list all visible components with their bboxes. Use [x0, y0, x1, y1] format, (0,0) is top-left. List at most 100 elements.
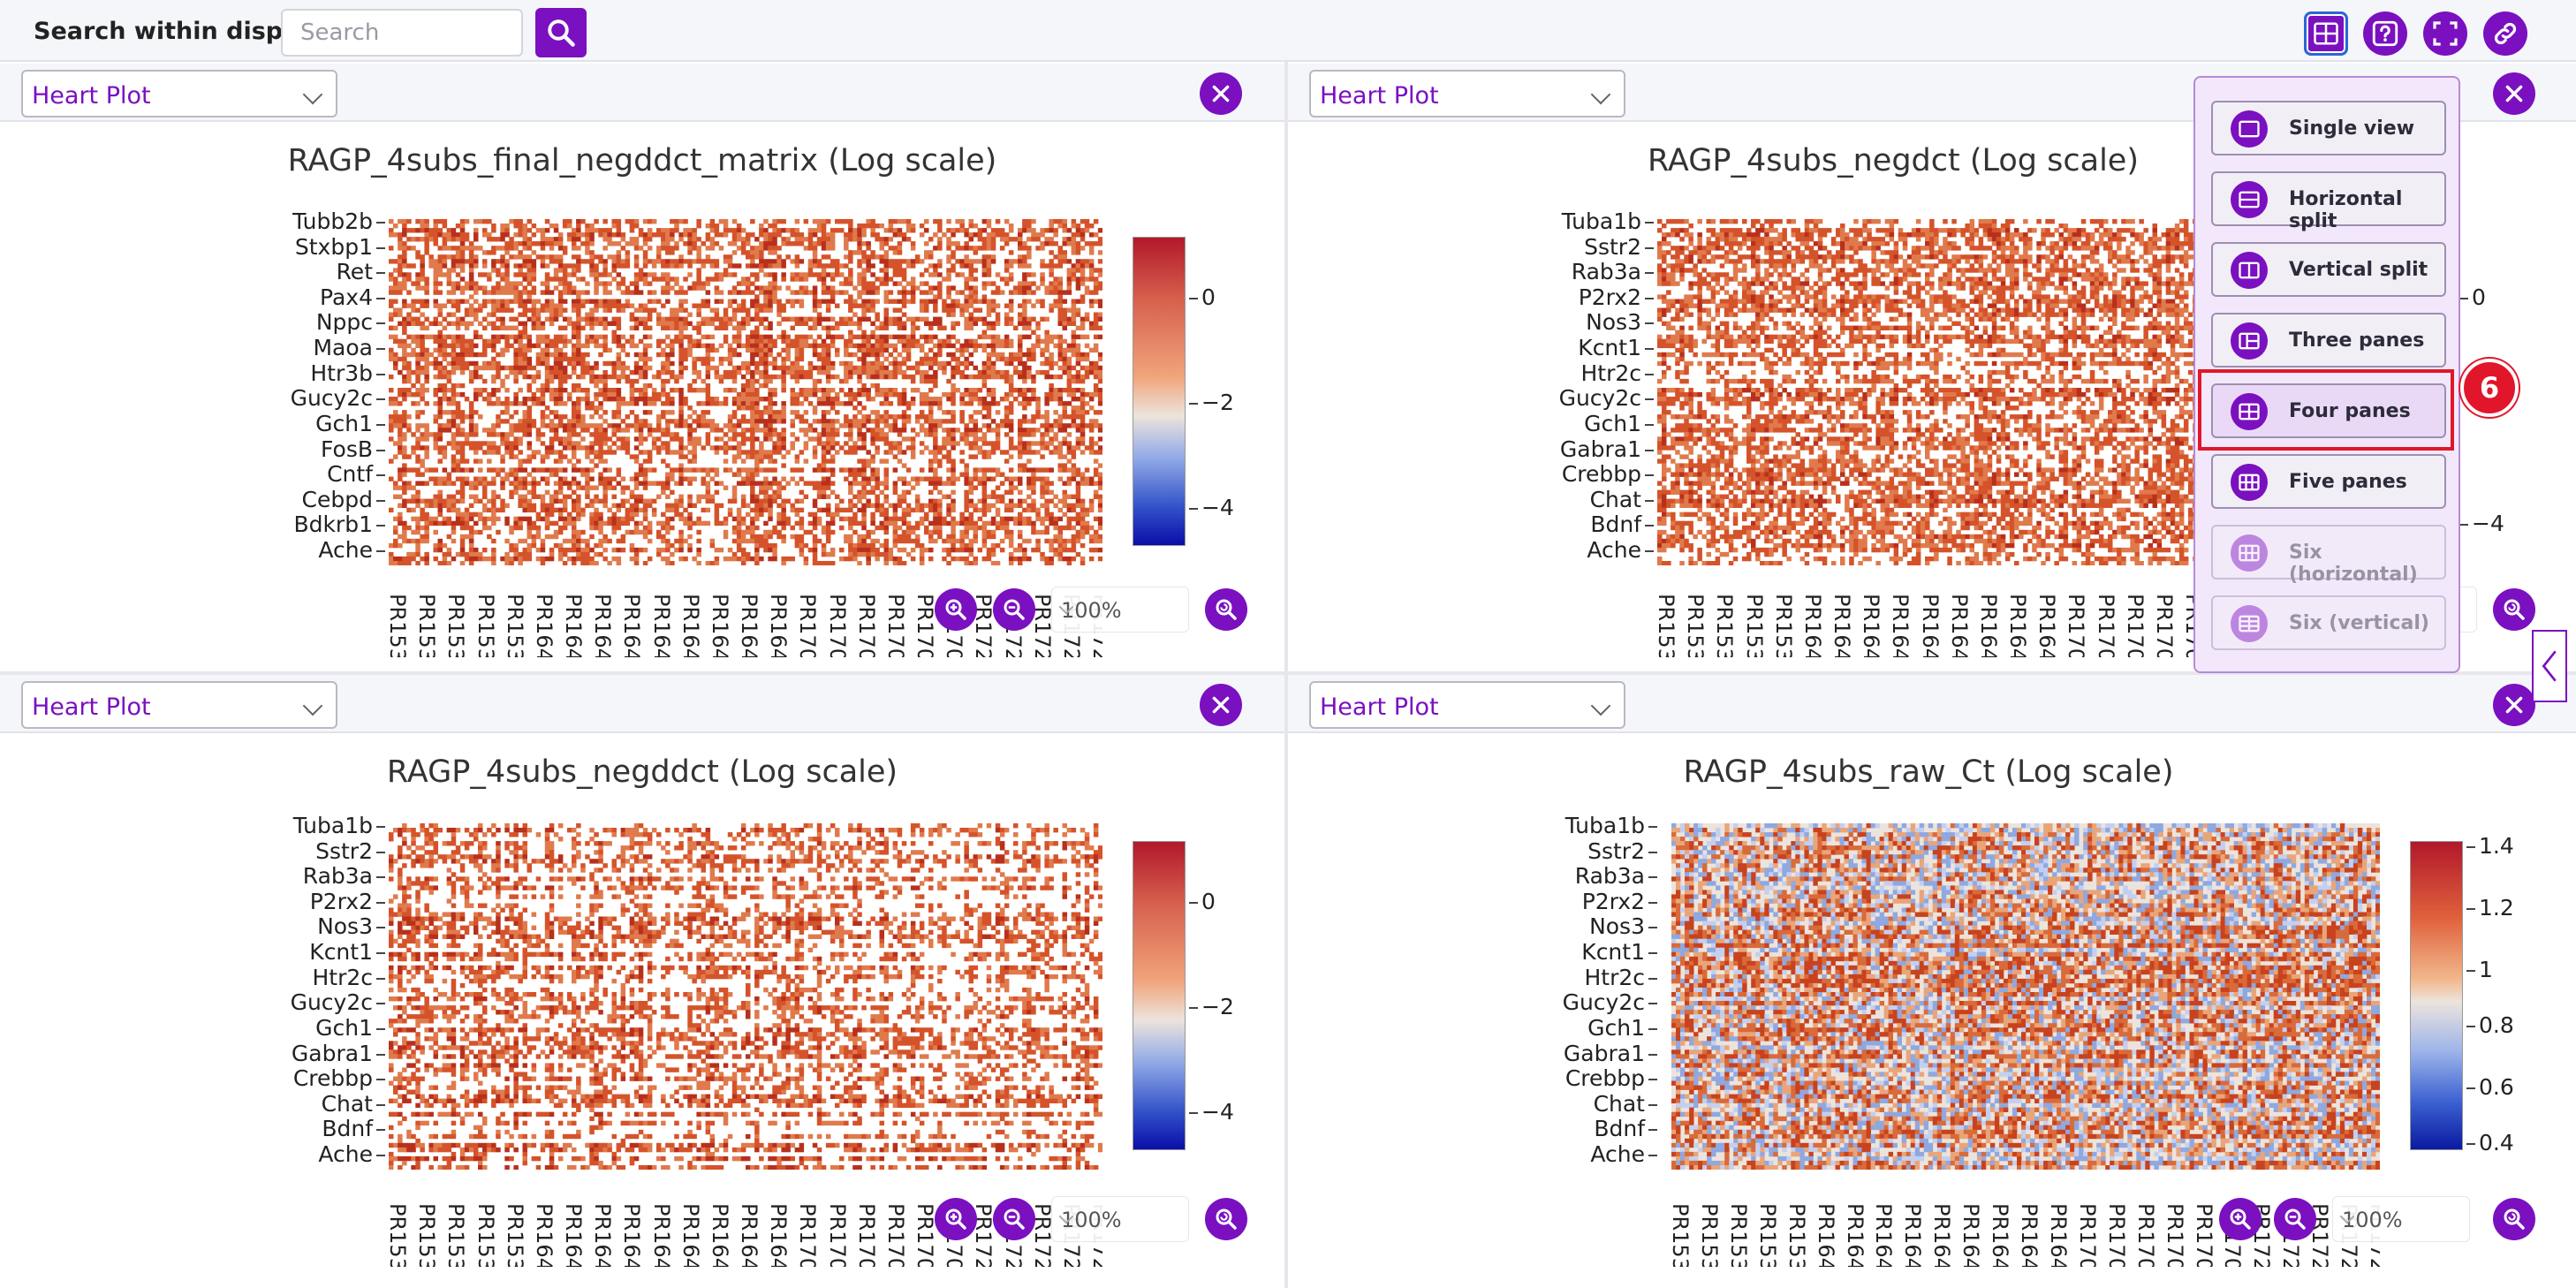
help-button[interactable] — [2363, 11, 2407, 56]
plot-type-select[interactable]: Heart Plot — [1309, 70, 1625, 117]
sample-label: PR1643 — [1814, 1203, 1838, 1267]
heatmap[interactable] — [389, 823, 1102, 1170]
colorbar-tick: 0 — [1189, 284, 1216, 310]
layout-button[interactable] — [2304, 11, 2348, 56]
zoom-out-button[interactable] — [993, 1198, 1035, 1240]
gene-label: Gucy2c — [1559, 385, 1655, 411]
colorbar-tick: 1.4 — [2466, 833, 2514, 859]
zoom-level-select[interactable]: 100% — [2332, 1196, 2470, 1242]
search-label: Search within display — [34, 18, 322, 45]
gene-label: Htr3b — [310, 360, 385, 386]
sample-label: PR1705 — [883, 594, 908, 657]
close-pane-button[interactable] — [1200, 72, 1242, 115]
gene-label: Sstr2 — [1587, 838, 1657, 864]
sample-label: PR1643 — [619, 1203, 644, 1267]
single-view-icon — [2231, 110, 2268, 148]
gene-label: Crebbp — [1562, 461, 1655, 487]
sample-label: PR1705 — [795, 594, 820, 657]
zoom-level-select[interactable]: 100% — [1051, 587, 1189, 633]
vertical-split-icon — [2231, 252, 2268, 289]
zoom-level-value: 100% — [1061, 598, 1122, 623]
sample-label: PR1643 — [532, 1203, 557, 1267]
gene-label: Htr2c — [312, 965, 385, 990]
sample-label: PR1534 — [1697, 1203, 1722, 1267]
chevron-down-icon — [302, 84, 323, 105]
layout-option-horizontal-split[interactable]: Horizontal split — [2211, 171, 2446, 232]
gene-label: Sstr2 — [315, 838, 385, 864]
plot-type-label: Heart Plot — [32, 82, 151, 110]
sample-label: PR1643 — [1830, 594, 1854, 657]
plot-type-select[interactable]: Heart Plot — [1309, 681, 1625, 729]
gene-label: Kcnt1 — [1581, 939, 1657, 965]
layout-option-label: Six (horizontal) — [2289, 542, 2444, 586]
layout-option-five-panes[interactable]: Five panes — [2211, 454, 2446, 509]
layout-option-single-view[interactable]: Single view — [2211, 101, 2446, 155]
colorbar-tick: 1 — [2466, 957, 2493, 982]
zoom-reset-button[interactable] — [1205, 588, 1247, 631]
link-button[interactable] — [2483, 11, 2527, 56]
zoom-out-icon — [2284, 1208, 2306, 1230]
gene-label: Gabra1 — [292, 1041, 386, 1066]
sample-label: PR1534 — [503, 594, 527, 657]
sample-label: PR1705 — [825, 1203, 850, 1267]
sample-label: PR1705 — [2133, 1203, 2158, 1267]
zoom-in-button[interactable] — [935, 1198, 977, 1240]
plot-type-select[interactable]: Heart Plot — [21, 70, 337, 117]
search-button[interactable] — [535, 8, 587, 57]
close-pane-button[interactable] — [1200, 684, 1242, 726]
gene-label: Crebbp — [1565, 1065, 1658, 1091]
zoom-in-button[interactable] — [2219, 1198, 2262, 1240]
layout-option-vertical-split[interactable]: Vertical split — [2211, 242, 2446, 297]
pane-divider-horizontal[interactable] — [0, 671, 2576, 675]
sample-label: PR1705 — [883, 1203, 908, 1267]
sample-label: PR1643 — [737, 594, 761, 657]
layout-option-four-panes[interactable]: Four panes — [2211, 383, 2446, 438]
sample-label: PR1705 — [2075, 1203, 2100, 1267]
gene-label: Ache — [1590, 1141, 1657, 1167]
gene-label: Chat — [1590, 487, 1655, 512]
collapse-panel-tab[interactable] — [2532, 630, 2567, 702]
gene-label: Bdnf — [1590, 511, 1654, 537]
colorbar — [1133, 237, 1186, 546]
chevron-down-icon — [1590, 84, 1611, 105]
heatmap[interactable] — [389, 219, 1102, 565]
gene-axis: Tuba1b Sstr2 Rab3a P2rx2 Nos3 Kcnt1 Htr2c Gucy2… — [1288, 208, 1655, 565]
gene-label: Chat — [322, 1091, 386, 1117]
gene-label: Chat — [1594, 1091, 1658, 1117]
gene-label: Gch1 — [315, 411, 385, 436]
zoom-reset-icon — [2504, 1208, 2525, 1230]
zoom-reset-button[interactable] — [2493, 1198, 2535, 1240]
heatmap[interactable] — [1671, 823, 2380, 1170]
zoom-out-icon — [1004, 599, 1025, 620]
layout-option-three-panes[interactable]: Three panes — [2211, 313, 2446, 367]
pane-header: Heart Plot — [1288, 675, 2576, 733]
plot-type-label: Heart Plot — [1320, 693, 1439, 721]
colorbar-tick: 0.6 — [2466, 1074, 2514, 1100]
close-pane-button[interactable] — [2493, 72, 2535, 115]
zoom-reset-button[interactable] — [1205, 1198, 1247, 1240]
plot-type-select[interactable]: Heart Plot — [21, 681, 337, 729]
pane-divider-vertical[interactable] — [1284, 62, 1288, 1288]
zoom-level-select[interactable]: 100% — [1051, 1196, 1189, 1242]
close-pane-button[interactable] — [2493, 684, 2535, 726]
sample-label: PR1643 — [649, 1203, 674, 1267]
sample-label: PR1643 — [1976, 594, 2001, 657]
sample-label: PR1643 — [1947, 594, 1972, 657]
chevron-left-icon — [2542, 650, 2557, 682]
gene-label: Gch1 — [1584, 411, 1654, 436]
sample-label: PR1534 — [1755, 1203, 1780, 1267]
sample-label: PR1705 — [854, 594, 879, 657]
sample-label: PR1705 — [2064, 594, 2088, 657]
sample-label: PR1643 — [2005, 594, 2030, 657]
zoom-in-button[interactable] — [935, 588, 977, 631]
sample-label: PR1534 — [1683, 594, 1708, 657]
fullscreen-button[interactable] — [2423, 11, 2467, 56]
search-input[interactable] — [281, 9, 523, 57]
zoom-out-button[interactable] — [993, 588, 1035, 631]
sample-label: PR1534 — [1712, 594, 1737, 657]
zoom-reset-button[interactable] — [2493, 588, 2535, 631]
zoom-out-button[interactable] — [2274, 1198, 2316, 1240]
chevron-down-icon — [302, 695, 323, 716]
zoom-in-icon — [945, 1208, 966, 1230]
sample-label: PR1643 — [619, 594, 644, 657]
